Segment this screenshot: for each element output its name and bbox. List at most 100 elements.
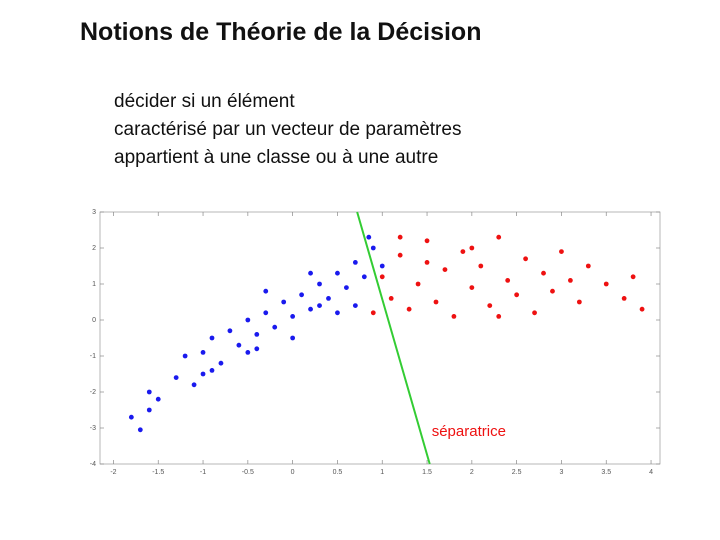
x-tick-label: 1 xyxy=(380,469,384,476)
x-tick-label: 3.5 xyxy=(601,469,611,476)
x-tick-label: -1 xyxy=(200,469,206,476)
data-point xyxy=(128,414,134,420)
x-tick-label: -1.5 xyxy=(152,469,164,476)
data-point xyxy=(236,342,242,348)
separator-line xyxy=(356,211,431,465)
data-point xyxy=(370,310,376,316)
x-tick-label: 2 xyxy=(470,469,474,476)
x-tick-label: -2 xyxy=(110,469,116,476)
data-point xyxy=(335,270,340,276)
data-point xyxy=(505,278,511,283)
data-point xyxy=(263,288,269,294)
text-line: décider si un élément xyxy=(114,91,295,112)
data-point xyxy=(272,324,278,330)
data-point xyxy=(200,350,206,355)
data-point xyxy=(433,299,439,305)
data-point xyxy=(469,245,475,251)
data-point xyxy=(424,260,430,265)
y-tick-label: 1 xyxy=(92,281,96,288)
data-point xyxy=(460,249,466,255)
data-point xyxy=(379,263,385,269)
data-point xyxy=(254,346,260,352)
data-point xyxy=(361,274,367,280)
x-tick-label: 1.5 xyxy=(422,469,432,476)
data-point xyxy=(585,263,591,269)
data-point xyxy=(541,270,546,276)
data-point xyxy=(630,274,636,280)
data-point xyxy=(245,350,251,355)
y-tick-label: -4 xyxy=(90,461,96,468)
data-point xyxy=(621,296,627,301)
data-point xyxy=(442,267,448,272)
data-point xyxy=(317,281,322,287)
slide-text: décider si un élément caractérisé par un… xyxy=(114,88,461,172)
data-point xyxy=(146,407,152,413)
data-point xyxy=(146,389,152,395)
data-point xyxy=(379,274,385,280)
annotation: séparatrice xyxy=(432,423,506,440)
data-point xyxy=(290,314,296,319)
data-point xyxy=(173,375,179,380)
y-tick-label: 3 xyxy=(92,209,96,216)
data-point xyxy=(254,332,260,337)
data-point xyxy=(603,281,609,287)
data-point xyxy=(352,303,358,308)
data-point xyxy=(496,234,502,240)
data-point xyxy=(352,260,358,265)
data-point xyxy=(182,353,188,359)
data-point xyxy=(326,296,331,301)
x-tick-label: 2.5 xyxy=(512,469,522,476)
data-point xyxy=(209,335,215,341)
x-tick-label: 0.5 xyxy=(333,469,343,476)
data-point xyxy=(299,292,304,298)
data-point xyxy=(523,256,528,262)
data-point xyxy=(200,371,206,377)
data-point xyxy=(227,328,233,334)
data-point xyxy=(406,306,412,312)
data-point xyxy=(281,299,287,305)
data-point xyxy=(370,245,376,251)
data-point xyxy=(335,310,340,316)
data-point xyxy=(639,306,645,312)
data-point xyxy=(308,306,313,312)
x-tick-label: 4 xyxy=(649,469,653,476)
y-tick-label: -1 xyxy=(90,353,96,360)
data-point xyxy=(451,314,457,319)
y-tick-label: 2 xyxy=(92,245,96,252)
data-point xyxy=(209,368,215,373)
data-point xyxy=(317,303,322,308)
data-point xyxy=(366,234,372,240)
data-point xyxy=(218,360,224,366)
x-tick-label: 3 xyxy=(559,469,563,476)
data-point xyxy=(290,335,296,341)
slide-title: Notions de Théorie de la Décision xyxy=(80,18,482,46)
data-point xyxy=(263,310,269,316)
data-point xyxy=(155,396,161,402)
data-point xyxy=(344,285,349,290)
data-point xyxy=(478,263,484,269)
data-point xyxy=(137,427,143,433)
data-point xyxy=(397,252,403,258)
data-point xyxy=(559,249,564,255)
data-point xyxy=(487,303,493,308)
data-point xyxy=(424,238,430,244)
data-point xyxy=(191,382,197,388)
data-point xyxy=(245,317,251,323)
y-tick-label: -3 xyxy=(90,425,96,432)
data-point xyxy=(550,288,555,294)
text-line: appartient à une classe ou à une autre xyxy=(114,147,439,168)
x-tick-label: 0 xyxy=(291,469,295,476)
data-point xyxy=(576,299,582,305)
data-point xyxy=(514,292,520,298)
data-point xyxy=(388,296,394,301)
data-point xyxy=(469,285,475,290)
x-tick-label: -0.5 xyxy=(242,469,254,476)
data-point xyxy=(308,270,313,276)
y-tick-label: -2 xyxy=(90,389,96,396)
data-point xyxy=(397,234,403,240)
plot-frame xyxy=(99,211,661,465)
y-tick-label: 0 xyxy=(92,317,96,324)
data-point xyxy=(532,310,537,316)
